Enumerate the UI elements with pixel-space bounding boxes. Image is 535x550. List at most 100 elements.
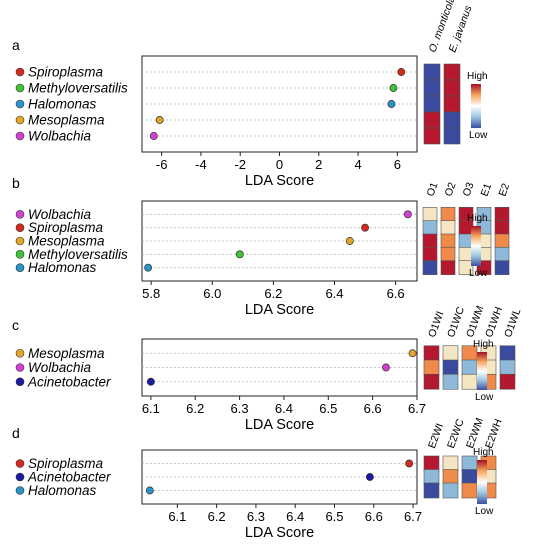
legend-marker bbox=[15, 236, 25, 246]
heatmap-cell bbox=[440, 207, 456, 222]
tick-label: 6.2 bbox=[186, 401, 204, 416]
taxon-label: Mesoplasma bbox=[28, 346, 105, 361]
heatmap-cell bbox=[461, 455, 478, 472]
heatmap-cell bbox=[440, 260, 456, 275]
tick-label: 0 bbox=[276, 157, 283, 172]
tick-label: 6.3 bbox=[247, 509, 265, 524]
legend-marker bbox=[15, 67, 25, 77]
panel-letter: c bbox=[12, 317, 19, 333]
heatmap-cell bbox=[442, 482, 459, 499]
taxon-label: Acinetobacter bbox=[27, 470, 111, 485]
legend-marker bbox=[15, 115, 25, 125]
color-key-bar bbox=[471, 226, 481, 266]
legend-marker bbox=[15, 486, 25, 495]
x-axis-title: LDA Score bbox=[245, 525, 314, 541]
color-key-bar bbox=[477, 460, 487, 504]
color-key-high: High bbox=[473, 339, 494, 350]
heatmap-cell bbox=[461, 469, 478, 485]
tick-label: 6.1 bbox=[168, 509, 186, 524]
panel-a: a SpiroplasmaMethyloversatilisHalomonasMe… bbox=[12, 0, 488, 189]
tick-label: 6 bbox=[394, 157, 401, 172]
data-point bbox=[155, 116, 164, 124]
x-axis-title: LDA Score bbox=[245, 173, 314, 189]
legend-marker bbox=[15, 459, 25, 468]
color-key-low: Low bbox=[469, 268, 488, 279]
heatmap-cell bbox=[422, 220, 438, 235]
tick-label: 6.0 bbox=[203, 286, 221, 301]
heatmap-cell bbox=[422, 233, 438, 249]
data-point bbox=[145, 486, 154, 495]
taxon-label: Spiroplasma bbox=[28, 456, 104, 471]
legend-marker bbox=[15, 223, 25, 232]
heatmap-cell bbox=[423, 455, 440, 472]
heatmap-cell bbox=[423, 63, 441, 81]
legend-marker bbox=[15, 250, 25, 259]
heatmap-column-label: E2WH bbox=[483, 417, 505, 450]
tick-label: 5.8 bbox=[142, 286, 160, 301]
legend-marker bbox=[15, 83, 25, 93]
data-point bbox=[397, 68, 406, 76]
color-key-high: High bbox=[467, 71, 488, 82]
color-key-low: Low bbox=[475, 392, 494, 403]
taxon-label: Halomonas bbox=[28, 97, 97, 112]
legend-marker bbox=[15, 263, 25, 272]
data-point bbox=[361, 223, 370, 232]
heatmap-cell bbox=[423, 95, 441, 113]
heatmap-column-label: O1WI bbox=[426, 310, 446, 339]
heatmap-cell bbox=[423, 359, 440, 376]
taxon-label: Spiroplasma bbox=[28, 220, 104, 235]
tick-label: 6.2 bbox=[264, 286, 282, 301]
heatmap-cell bbox=[443, 127, 461, 145]
heatmap-cell bbox=[461, 482, 478, 499]
heatmap-cell bbox=[423, 482, 440, 499]
heatmap-cell bbox=[499, 359, 516, 376]
heatmap-cell bbox=[423, 373, 440, 390]
heatmap-cell bbox=[494, 247, 510, 262]
heatmap-cell bbox=[422, 247, 438, 262]
tick-label: 6.5 bbox=[319, 401, 337, 416]
heatmap-cell bbox=[422, 207, 438, 222]
taxon-label: Halomonas bbox=[28, 260, 97, 275]
data-point bbox=[403, 210, 412, 219]
heatmap-cell bbox=[494, 233, 510, 249]
heatmap-column-label: O2 bbox=[443, 181, 459, 198]
color-key-high: High bbox=[473, 447, 494, 458]
tick-label: 6.4 bbox=[325, 286, 343, 301]
tick-label: 6.3 bbox=[231, 401, 249, 416]
heatmap-cell bbox=[494, 220, 510, 235]
data-point bbox=[149, 132, 158, 140]
heatmap-cell bbox=[423, 469, 440, 485]
heatmap-cell bbox=[423, 111, 441, 129]
taxon-label: Methyloversatilis bbox=[28, 247, 128, 262]
heatmap-column-label: O3 bbox=[461, 181, 477, 198]
heatmap-cell bbox=[442, 469, 459, 485]
taxon-label: Mesoplasma bbox=[28, 113, 105, 128]
heatmap-cell bbox=[458, 247, 474, 262]
tick-label: 6.7 bbox=[404, 509, 422, 524]
heatmap-cell bbox=[443, 95, 461, 113]
data-point bbox=[146, 377, 155, 386]
heatmap-column-label: E1 bbox=[479, 182, 495, 198]
tick-label: 6.5 bbox=[325, 509, 343, 524]
data-point bbox=[408, 349, 417, 358]
heatmap-cell bbox=[423, 79, 441, 97]
heatmap-cell bbox=[461, 373, 478, 390]
heatmap-column-label: E2 bbox=[497, 182, 513, 198]
panel-b: b WolbachiaSpiroplasmaMesoplasmaMethylove… bbox=[12, 175, 512, 318]
taxon-label: Wolbachia bbox=[28, 360, 92, 375]
taxon-label: Acinetobacter bbox=[27, 374, 111, 389]
heatmap-cell bbox=[458, 260, 474, 275]
tick-label: 6.6 bbox=[364, 401, 382, 416]
legend-marker bbox=[15, 377, 25, 387]
heatmap-cell bbox=[422, 260, 438, 275]
tick-label: 6.4 bbox=[275, 401, 293, 416]
heatmap-cell bbox=[494, 260, 510, 275]
data-point bbox=[235, 250, 244, 259]
x-axis-title: LDA Score bbox=[245, 417, 314, 433]
color-key-low: Low bbox=[475, 506, 494, 517]
heatmap-cell bbox=[442, 359, 459, 376]
taxon-label: Spiroplasma bbox=[28, 65, 104, 80]
taxon-label: Halomonas bbox=[28, 483, 97, 498]
data-point bbox=[345, 237, 354, 245]
